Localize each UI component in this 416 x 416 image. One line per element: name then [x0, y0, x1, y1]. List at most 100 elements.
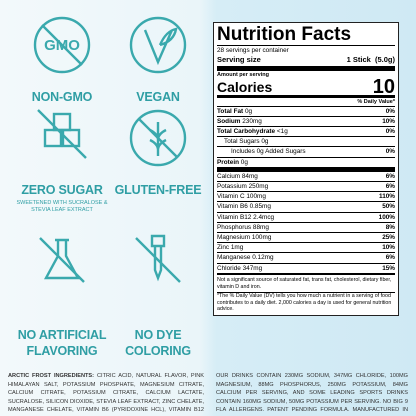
- nutrient-name: Vitamin C: [217, 193, 245, 201]
- nutrient-row: Magnesium 100mg 25%: [217, 231, 395, 242]
- nutrient-dv: 6%: [385, 254, 395, 262]
- amount-per-serving: Amount per serving: [217, 72, 269, 78]
- claims: OUR DRINKS CONTAIN 230MG SODIUM, 347MG C…: [216, 373, 408, 416]
- v: 1 Stick: [346, 55, 371, 64]
- nutrient: Vitamin B6 0.85mg: [217, 202, 271, 211]
- nutrient: Zinc 1mg: [217, 243, 243, 252]
- nutrient-row: Includes 0g Added Sugars 0%: [217, 146, 395, 156]
- cube: [52, 112, 72, 132]
- line: NO DYE: [134, 328, 182, 342]
- badge-label: NO DYE COLORING: [110, 327, 206, 359]
- nutrient-dv: 10%: [382, 117, 395, 125]
- nutrient-amount: 100mg: [251, 233, 272, 241]
- nutrient-amount: 84mg: [241, 172, 258, 180]
- calories: 10: [372, 76, 395, 98]
- nutrient: Chloride 347mg: [217, 264, 262, 273]
- nutrient-name: Vitamin B12: [217, 213, 252, 221]
- w: (5.0g): [374, 55, 395, 64]
- vegan-icon: [129, 16, 187, 74]
- nutrient-amount: 230mg: [242, 117, 262, 125]
- nutrient-name: Potassium: [217, 182, 247, 190]
- nutrient-dv: 6%: [385, 182, 395, 190]
- nutrient-dv: 0%: [385, 148, 395, 156]
- nutrient-row: Total Carbohydrate <1g 0%: [217, 125, 395, 136]
- nutrient: Vitamin C 100mg: [217, 192, 266, 201]
- nutrient: Total Sugars 0g: [217, 137, 268, 146]
- nutrient-name: Manganese: [217, 254, 251, 262]
- nutrient: Magnesium 100mg: [217, 233, 271, 242]
- rule: [217, 272, 395, 276]
- nutrient-row: Manganese 0.12mg 6%: [217, 252, 395, 262]
- nutrient-row: Phosphorus 88mg 8%: [217, 221, 395, 232]
- badge-note: SWEETENED WITH SUCRALOSE & STEVIA LEAF E…: [16, 200, 108, 213]
- nutrient-name: Phosphorus: [217, 223, 252, 231]
- footnote: *The % Daily Value (DV) tells you how mu…: [217, 292, 395, 313]
- badge-label: NON-GMO: [31, 90, 93, 104]
- nutrient-amount: 100mg: [246, 193, 266, 201]
- nutrient-dv: 25%: [382, 233, 395, 241]
- nutrient-dv: 50%: [382, 203, 395, 211]
- line: FLAVORING: [26, 344, 98, 358]
- nutrient-name: Protein: [217, 158, 240, 166]
- nutrient-name: Total Sugars: [224, 138, 260, 146]
- ingredients: ARCTIC FROST INGREDIENTS: CITRIC ACID, N…: [8, 372, 204, 416]
- nutrient: Sodium 230mg: [217, 117, 262, 126]
- nutrient-name: Total Carbohydrate: [217, 127, 276, 135]
- nutrient: Total Carbohydrate <1g: [217, 127, 288, 136]
- gmo-text: GMO: [44, 37, 80, 54]
- nutrient: Includes 0g Added Sugars: [217, 147, 306, 156]
- cube: [43, 128, 63, 148]
- nutrient-dv: 8%: [385, 223, 395, 231]
- nutrient: Vitamin B12 2.4mcg: [217, 213, 274, 222]
- nutrient-row: Chloride 347mg 15%: [217, 262, 395, 273]
- nutrient-amount: 88mg: [252, 223, 269, 231]
- rule: [217, 95, 395, 98]
- nutrient: Total Fat 0g: [217, 107, 252, 116]
- nutrient-name: Zinc: [217, 244, 230, 252]
- nutrient-amount: 1mg: [230, 244, 244, 252]
- nutrient-dv: 100%: [378, 213, 395, 221]
- servings: 28 servings per container: [217, 45, 395, 55]
- rule: [217, 166, 395, 172]
- badge-label: VEGAN: [136, 90, 180, 104]
- calories-row: Calories 10: [217, 76, 395, 98]
- rows: Total Fat 0g 0% Sodium 230mg 10% Total Carbo…: [217, 105, 395, 273]
- nutrient-name: Total Fat: [217, 107, 244, 115]
- nutrient-amount: 250mg: [248, 182, 269, 190]
- strike: [37, 109, 87, 159]
- nutrient-row: Vitamin C 100mg 110%: [217, 191, 395, 201]
- badge-label: NO ARTIFICIAL FLAVORING: [14, 327, 110, 359]
- badge-label: ZERO SUGAR: [21, 183, 103, 197]
- nutrient-name: Magnesium: [217, 233, 251, 241]
- nutrient-row: Sodium 230mg 10%: [217, 115, 395, 126]
- nutrient-dv: 15%: [382, 264, 395, 272]
- nutrient-dv: 110%: [379, 193, 395, 201]
- value: 1 Stick (5.0g): [347, 55, 395, 65]
- line: COLORING: [125, 344, 191, 358]
- nutrient-dv: 10%: [382, 244, 395, 252]
- gluten-icon: [129, 109, 187, 167]
- nutrient-amount: <1g: [276, 127, 288, 135]
- badge-label: GLUTEN-FREE: [114, 183, 202, 197]
- nutrient-row: Zinc 1mg 10%: [217, 242, 395, 252]
- title: Nutrition Facts: [217, 24, 352, 45]
- nutrient-amount: 0g: [240, 158, 248, 166]
- nutrient-row: Vitamin B12 2.4mcg 100%: [217, 211, 395, 222]
- nutrient-dv: 6%: [385, 172, 395, 180]
- nutrient-dv: 0%: [385, 107, 395, 115]
- dv-header: % Daily Value*: [357, 98, 395, 105]
- line: NO ARTIFICIAL: [17, 328, 107, 342]
- nutrient-row: Protein 0g: [217, 156, 395, 167]
- nutrient-row: Total Sugars 0g: [217, 136, 395, 146]
- strike: [39, 237, 85, 283]
- nutrient: Calcium 84mg: [217, 172, 258, 181]
- nutrient-amount: 0g: [244, 107, 253, 115]
- nutrition-panel: Nutrition Facts 28 servings per containe…: [213, 22, 399, 316]
- nutrient-amount: 2.4mcg: [253, 213, 275, 221]
- label: Serving size: [217, 55, 261, 64]
- ingredients-text: CITRIC ACID, NATURAL FLAVOR, PINK HIMALA…: [8, 373, 204, 416]
- badge-icons: GMO: [33, 16, 187, 283]
- nutrient-amount: 347mg: [242, 264, 263, 272]
- calories-label: Calories: [217, 79, 273, 95]
